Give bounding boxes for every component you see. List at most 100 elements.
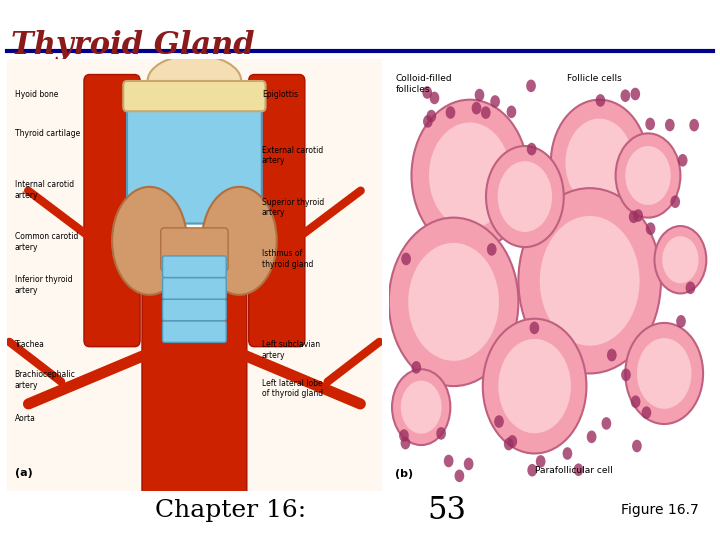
Circle shape: [426, 110, 436, 123]
Circle shape: [481, 106, 490, 119]
Circle shape: [607, 349, 616, 361]
Text: Follicle cells: Follicle cells: [567, 75, 622, 83]
Circle shape: [631, 87, 640, 100]
Circle shape: [685, 281, 696, 294]
FancyArrowPatch shape: [242, 354, 360, 404]
Circle shape: [498, 339, 571, 433]
Circle shape: [487, 243, 497, 256]
Circle shape: [665, 119, 675, 131]
FancyBboxPatch shape: [84, 75, 140, 347]
Text: Epiglottis: Epiglottis: [262, 90, 298, 99]
Circle shape: [408, 243, 499, 361]
Circle shape: [504, 438, 513, 450]
Circle shape: [526, 79, 536, 92]
FancyBboxPatch shape: [127, 90, 262, 224]
FancyBboxPatch shape: [163, 278, 226, 299]
Text: (a): (a): [14, 468, 32, 478]
Circle shape: [490, 95, 500, 108]
Text: Colloid-filled
follicles: Colloid-filled follicles: [395, 75, 452, 94]
Ellipse shape: [148, 55, 241, 107]
Text: Isthmus of
thyroid gland: Isthmus of thyroid gland: [262, 249, 313, 269]
Circle shape: [389, 218, 518, 386]
Circle shape: [676, 315, 686, 328]
Text: Internal carotid
artery: Internal carotid artery: [14, 180, 74, 200]
Text: Trachea: Trachea: [14, 340, 45, 349]
Circle shape: [634, 209, 643, 222]
Ellipse shape: [112, 187, 187, 295]
Circle shape: [562, 447, 572, 460]
Circle shape: [399, 429, 409, 442]
Circle shape: [508, 435, 517, 448]
FancyBboxPatch shape: [123, 81, 266, 111]
Circle shape: [625, 146, 671, 205]
Circle shape: [464, 457, 474, 470]
Circle shape: [625, 323, 703, 424]
Circle shape: [629, 211, 639, 223]
Circle shape: [637, 338, 691, 409]
Text: (b): (b): [395, 469, 413, 479]
FancyBboxPatch shape: [163, 256, 226, 278]
Circle shape: [621, 368, 631, 381]
Circle shape: [446, 106, 455, 119]
Circle shape: [574, 463, 583, 476]
Circle shape: [436, 427, 446, 440]
Text: Chapter 16:: Chapter 16:: [155, 499, 306, 522]
Circle shape: [642, 406, 652, 419]
Circle shape: [646, 222, 655, 235]
Circle shape: [632, 440, 642, 453]
Circle shape: [645, 118, 655, 130]
Circle shape: [430, 92, 439, 104]
Text: Aorta: Aorta: [14, 414, 35, 423]
Circle shape: [678, 154, 688, 167]
Circle shape: [595, 94, 606, 107]
Circle shape: [527, 143, 536, 156]
Circle shape: [454, 470, 464, 482]
Circle shape: [486, 146, 564, 247]
FancyBboxPatch shape: [248, 75, 305, 347]
FancyArrowPatch shape: [328, 342, 379, 382]
Circle shape: [401, 381, 441, 434]
FancyBboxPatch shape: [163, 299, 226, 321]
Circle shape: [412, 100, 528, 251]
Circle shape: [527, 464, 537, 476]
Circle shape: [662, 236, 698, 284]
Circle shape: [498, 161, 552, 232]
Circle shape: [444, 455, 454, 467]
Circle shape: [587, 430, 596, 443]
Circle shape: [654, 226, 706, 293]
Circle shape: [474, 89, 485, 102]
Text: Figure 16.7: Figure 16.7: [621, 503, 698, 517]
Text: Thyroid Gland: Thyroid Gland: [11, 30, 254, 60]
Text: Common carotid
artery: Common carotid artery: [14, 232, 78, 252]
FancyArrowPatch shape: [29, 354, 147, 404]
Text: Inferior thyroid
artery: Inferior thyroid artery: [14, 275, 72, 295]
Circle shape: [616, 133, 680, 218]
Circle shape: [670, 195, 680, 208]
Circle shape: [423, 115, 433, 128]
Text: Parafollicular cell: Parafollicular cell: [534, 465, 612, 475]
Text: Left subclavian
artery: Left subclavian artery: [262, 340, 320, 360]
FancyArrowPatch shape: [279, 191, 361, 252]
Circle shape: [392, 369, 451, 445]
Circle shape: [689, 119, 699, 131]
FancyArrowPatch shape: [9, 342, 61, 382]
Circle shape: [401, 253, 411, 265]
Circle shape: [529, 322, 539, 334]
Circle shape: [518, 188, 661, 374]
Text: External carotid
artery: External carotid artery: [262, 146, 323, 165]
Text: Left lateral lobe
of thyroid gland: Left lateral lobe of thyroid gland: [262, 379, 323, 399]
Circle shape: [400, 437, 410, 449]
Circle shape: [565, 119, 634, 207]
Text: Brachiocephalic
artery: Brachiocephalic artery: [14, 370, 76, 390]
Text: 53: 53: [427, 495, 466, 526]
Circle shape: [621, 90, 630, 102]
Text: Hyoid bone: Hyoid bone: [14, 90, 58, 99]
Circle shape: [536, 455, 546, 468]
Circle shape: [482, 319, 587, 454]
Circle shape: [472, 102, 482, 114]
Text: Superior thyroid
artery: Superior thyroid artery: [262, 198, 324, 217]
Circle shape: [423, 86, 432, 99]
FancyBboxPatch shape: [163, 321, 226, 342]
Text: Thyroid cartilage: Thyroid cartilage: [14, 129, 80, 138]
Circle shape: [601, 417, 611, 430]
